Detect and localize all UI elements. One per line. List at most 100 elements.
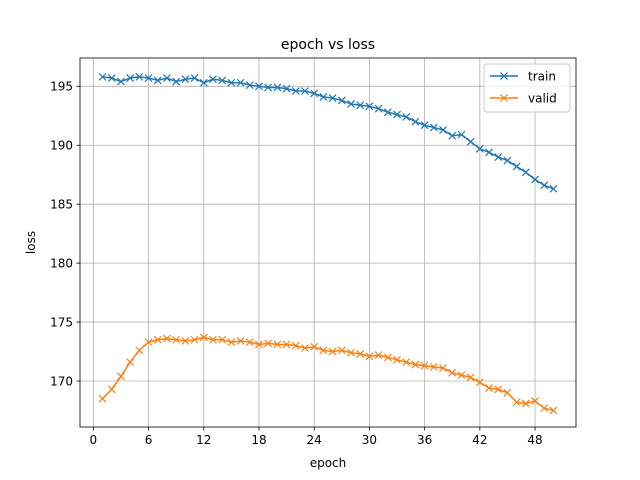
data-point-train (475, 144, 484, 153)
data-point-train (411, 117, 420, 126)
data-point-train (383, 108, 392, 117)
data-point-valid (301, 344, 309, 352)
data-point-valid (190, 335, 199, 344)
data-point-train (439, 125, 447, 134)
data-point-valid (448, 368, 457, 377)
data-point-valid (393, 355, 401, 364)
data-point-train (301, 87, 309, 95)
data-point-valid (411, 360, 420, 369)
data-point-valid (347, 348, 355, 357)
series-line-valid (102, 336, 554, 412)
data-point-valid (365, 352, 374, 361)
data-point-train (420, 121, 429, 130)
data-point-valid (457, 371, 466, 380)
data-point-valid (383, 353, 392, 362)
data-point-train (245, 81, 254, 90)
x-tick-label: 36 (417, 433, 432, 447)
x-tick-label: 0 (90, 433, 98, 447)
data-point-train (172, 77, 181, 86)
data-point-valid (512, 398, 521, 407)
data-point-valid (429, 362, 438, 371)
data-point-valid (319, 346, 328, 355)
x-tick-label: 18 (251, 433, 266, 447)
data-point-train (457, 130, 466, 139)
y-tick-label: 175 (50, 315, 73, 329)
data-point-train (117, 77, 125, 86)
y-tick-label: 190 (50, 139, 73, 153)
data-point-train (347, 100, 355, 108)
data-point-valid (181, 337, 190, 345)
data-point-valid (135, 346, 144, 355)
data-point-train (531, 175, 539, 184)
legend-label-train: train (528, 69, 556, 83)
x-axis-title: epoch (310, 456, 347, 470)
data-point-train (199, 78, 208, 87)
data-point-train (126, 74, 135, 82)
data-point-valid (245, 338, 254, 347)
data-point-valid (337, 346, 346, 355)
data-point-train (512, 162, 521, 171)
x-tick-label: 12 (196, 433, 211, 447)
data-point-train (328, 94, 337, 103)
data-point-train (374, 104, 383, 113)
y-tick-label: 195 (50, 80, 73, 94)
data-point-train (319, 92, 328, 101)
data-point-valid (402, 358, 411, 367)
data-point-train (227, 78, 236, 87)
y-axis-title: loss (24, 231, 38, 254)
data-point-valid (209, 335, 217, 344)
data-point-train (503, 156, 512, 165)
y-tick-label: 180 (50, 256, 73, 270)
data-point-train (429, 123, 438, 132)
data-point-train (218, 76, 227, 85)
data-point-valid (144, 338, 153, 347)
data-point-train (163, 74, 171, 82)
data-point-train (209, 75, 217, 84)
data-point-train (521, 168, 530, 177)
data-point-train (356, 101, 365, 110)
data-point-valid (282, 340, 291, 349)
data-point-train (255, 82, 263, 91)
data-point-train (107, 74, 116, 82)
data-point-train (135, 72, 144, 81)
data-point-valid (163, 334, 171, 343)
data-point-train (337, 96, 346, 105)
data-point-valid (439, 364, 447, 372)
data-point-valid (310, 342, 319, 351)
data-point-valid (126, 358, 135, 367)
data-point-valid (494, 385, 503, 394)
legend-entry-valid: valid (490, 91, 557, 105)
data-point-train (144, 74, 153, 82)
data-point-train (98, 72, 107, 81)
y-axis-ticks: 170 175 180 185 190 195 (50, 80, 80, 388)
data-point-train (310, 89, 319, 98)
data-point-valid (540, 404, 549, 413)
legend: train valid (483, 63, 571, 113)
data-point-train (448, 131, 457, 140)
data-point-train (282, 84, 291, 93)
gridlines (80, 58, 576, 427)
data-point-valid (503, 388, 512, 397)
data-point-train (466, 137, 475, 146)
legend-marker-valid (500, 94, 508, 102)
data-point-valid (236, 337, 245, 345)
y-tick-label: 170 (50, 374, 73, 388)
data-point-valid (273, 340, 282, 349)
data-point-valid (531, 397, 539, 405)
data-point-valid (107, 385, 116, 394)
data-point-valid (485, 384, 493, 393)
data-point-valid (172, 335, 181, 344)
chart-title: epoch vs loss (281, 37, 375, 53)
data-point-train (540, 181, 549, 190)
plot-frame (79, 57, 577, 428)
data-point-train (365, 102, 374, 111)
legend-box (483, 63, 571, 113)
data-point-valid (153, 335, 162, 344)
x-axis-ticks: 0 6 12 18 24 30 36 42 48 (90, 427, 543, 447)
data-point-train (190, 74, 199, 82)
series-train (98, 72, 558, 193)
series-valid (98, 333, 558, 415)
legend-marker-train (500, 72, 508, 80)
